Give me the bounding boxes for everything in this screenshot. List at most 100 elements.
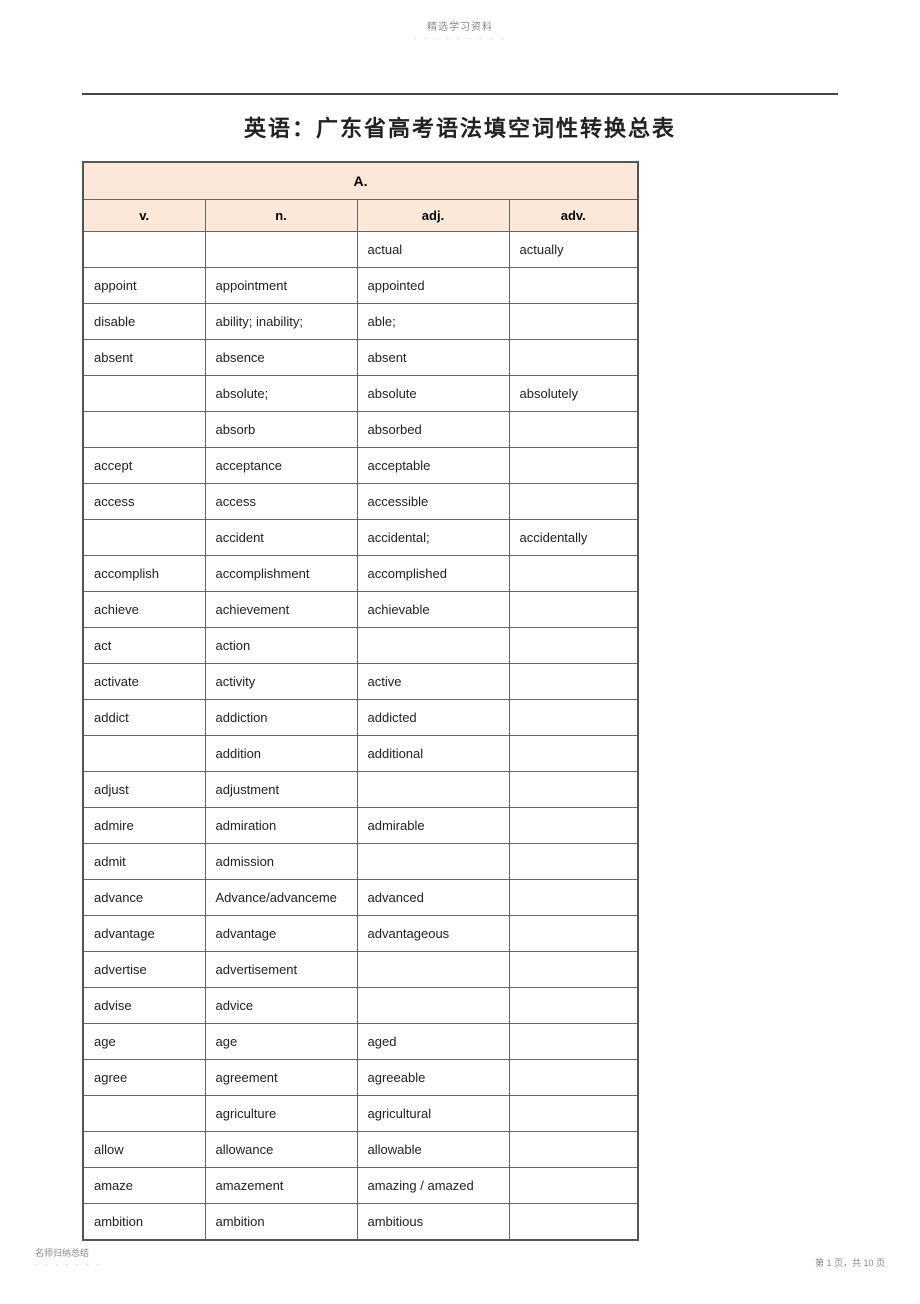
table-cell: addiction xyxy=(205,700,357,736)
table-cell xyxy=(509,1132,638,1168)
table-cell xyxy=(509,1060,638,1096)
table-cell: allowable xyxy=(357,1132,509,1168)
table-cell xyxy=(357,988,509,1024)
table-cell: agriculture xyxy=(205,1096,357,1132)
table-cell: actual xyxy=(357,232,509,268)
table-cell: achievable xyxy=(357,592,509,628)
table-cell: agree xyxy=(83,1060,205,1096)
table-row: disableability; inability;able; xyxy=(83,304,638,340)
table-cell: accomplishment xyxy=(205,556,357,592)
table-cell xyxy=(509,448,638,484)
table-cell: access xyxy=(83,484,205,520)
table-cell: ambitious xyxy=(357,1204,509,1240)
table-row: agreeagreementagreeable xyxy=(83,1060,638,1096)
table-cell xyxy=(509,628,638,664)
table-cell: acceptance xyxy=(205,448,357,484)
table-cell xyxy=(509,736,638,772)
table-cell xyxy=(509,1096,638,1132)
table-cell xyxy=(83,1096,205,1132)
table-cell: active xyxy=(357,664,509,700)
table-cell xyxy=(509,1168,638,1204)
table-cell: achieve xyxy=(83,592,205,628)
table-cell: absorbed xyxy=(357,412,509,448)
table-row: activateactivityactive xyxy=(83,664,638,700)
table-cell xyxy=(509,1024,638,1060)
table-cell: age xyxy=(83,1024,205,1060)
footer-right: 第 1 页，共 10 页 xyxy=(815,1256,885,1269)
table-row: agricultureagricultural xyxy=(83,1096,638,1132)
table-cell: accept xyxy=(83,448,205,484)
table-cell: allowance xyxy=(205,1132,357,1168)
table-row: advanceAdvance/advancemeadvanced xyxy=(83,880,638,916)
footer-left-dots: - - - - - - - xyxy=(35,1262,102,1269)
table-row: accidentaccidental;accidentally xyxy=(83,520,638,556)
table-row: accessaccessaccessible xyxy=(83,484,638,520)
table-row: achieveachievementachievable xyxy=(83,592,638,628)
table-row: admireadmirationadmirable xyxy=(83,808,638,844)
table-cell xyxy=(509,988,638,1024)
table-cell xyxy=(509,1204,638,1240)
table-cell xyxy=(509,952,638,988)
table-row: admitadmission xyxy=(83,844,638,880)
table-cell xyxy=(83,520,205,556)
table-cell: age xyxy=(205,1024,357,1060)
content-area: 英语：广东省高考语法填空词性转换总表 A. v. n. adj. adv. ac… xyxy=(82,93,838,1241)
table-cell: accidental; xyxy=(357,520,509,556)
page-title: 英语：广东省高考语法填空词性转换总表 xyxy=(82,95,838,161)
table-cell: absolute; xyxy=(205,376,357,412)
word-table: A. v. n. adj. adv. actualactuallyappoint… xyxy=(82,161,639,1241)
table-cell: admit xyxy=(83,844,205,880)
table-row: appointappointmentappointed xyxy=(83,268,638,304)
table-cell xyxy=(509,808,638,844)
table-cell: activate xyxy=(83,664,205,700)
table-cell: able; xyxy=(357,304,509,340)
table-cell: agricultural xyxy=(357,1096,509,1132)
table-cell: addict xyxy=(83,700,205,736)
table-cell: advertise xyxy=(83,952,205,988)
table-cell: actually xyxy=(509,232,638,268)
section-header: A. xyxy=(83,162,638,200)
table-row: ageageaged xyxy=(83,1024,638,1060)
col-header-noun: n. xyxy=(205,200,357,232)
table-cell: ambition xyxy=(205,1204,357,1240)
footer-left: 名师归纳总结 - - - - - - - xyxy=(35,1246,102,1269)
table-cell xyxy=(509,880,638,916)
table-row: absorbabsorbed xyxy=(83,412,638,448)
table-cell xyxy=(357,772,509,808)
table-cell xyxy=(509,484,638,520)
table-row: advertiseadvertisement xyxy=(83,952,638,988)
header-dots: - - - - - - - - - xyxy=(0,34,920,43)
table-row: ambitionambitionambitious xyxy=(83,1204,638,1240)
table-cell xyxy=(509,412,638,448)
table-row: advantageadvantageadvantageous xyxy=(83,916,638,952)
table-row: actaction xyxy=(83,628,638,664)
table-cell xyxy=(83,376,205,412)
table-cell: agreement xyxy=(205,1060,357,1096)
table-cell: appointment xyxy=(205,268,357,304)
table-cell xyxy=(509,772,638,808)
table-row: absolute;absoluteabsolutely xyxy=(83,376,638,412)
table-cell: act xyxy=(83,628,205,664)
table-cell xyxy=(509,304,638,340)
table-cell: advantageous xyxy=(357,916,509,952)
table-cell: access xyxy=(205,484,357,520)
table-cell: absent xyxy=(83,340,205,376)
table-cell: absent xyxy=(357,340,509,376)
table-cell: admission xyxy=(205,844,357,880)
table-cell: Advance/advanceme xyxy=(205,880,357,916)
table-row: acceptacceptanceacceptable xyxy=(83,448,638,484)
table-cell: addition xyxy=(205,736,357,772)
table-cell: advantage xyxy=(205,916,357,952)
col-header-verb: v. xyxy=(83,200,205,232)
table-cell xyxy=(509,844,638,880)
table-cell xyxy=(509,916,638,952)
table-cell: admire xyxy=(83,808,205,844)
section-header-row: A. xyxy=(83,162,638,200)
table-cell: appoint xyxy=(83,268,205,304)
table-row: additionadditional xyxy=(83,736,638,772)
table-cell: advertisement xyxy=(205,952,357,988)
table-cell: acceptable xyxy=(357,448,509,484)
table-cell: action xyxy=(205,628,357,664)
table-cell: agreeable xyxy=(357,1060,509,1096)
header-source: 精选学习资料 xyxy=(0,0,920,33)
